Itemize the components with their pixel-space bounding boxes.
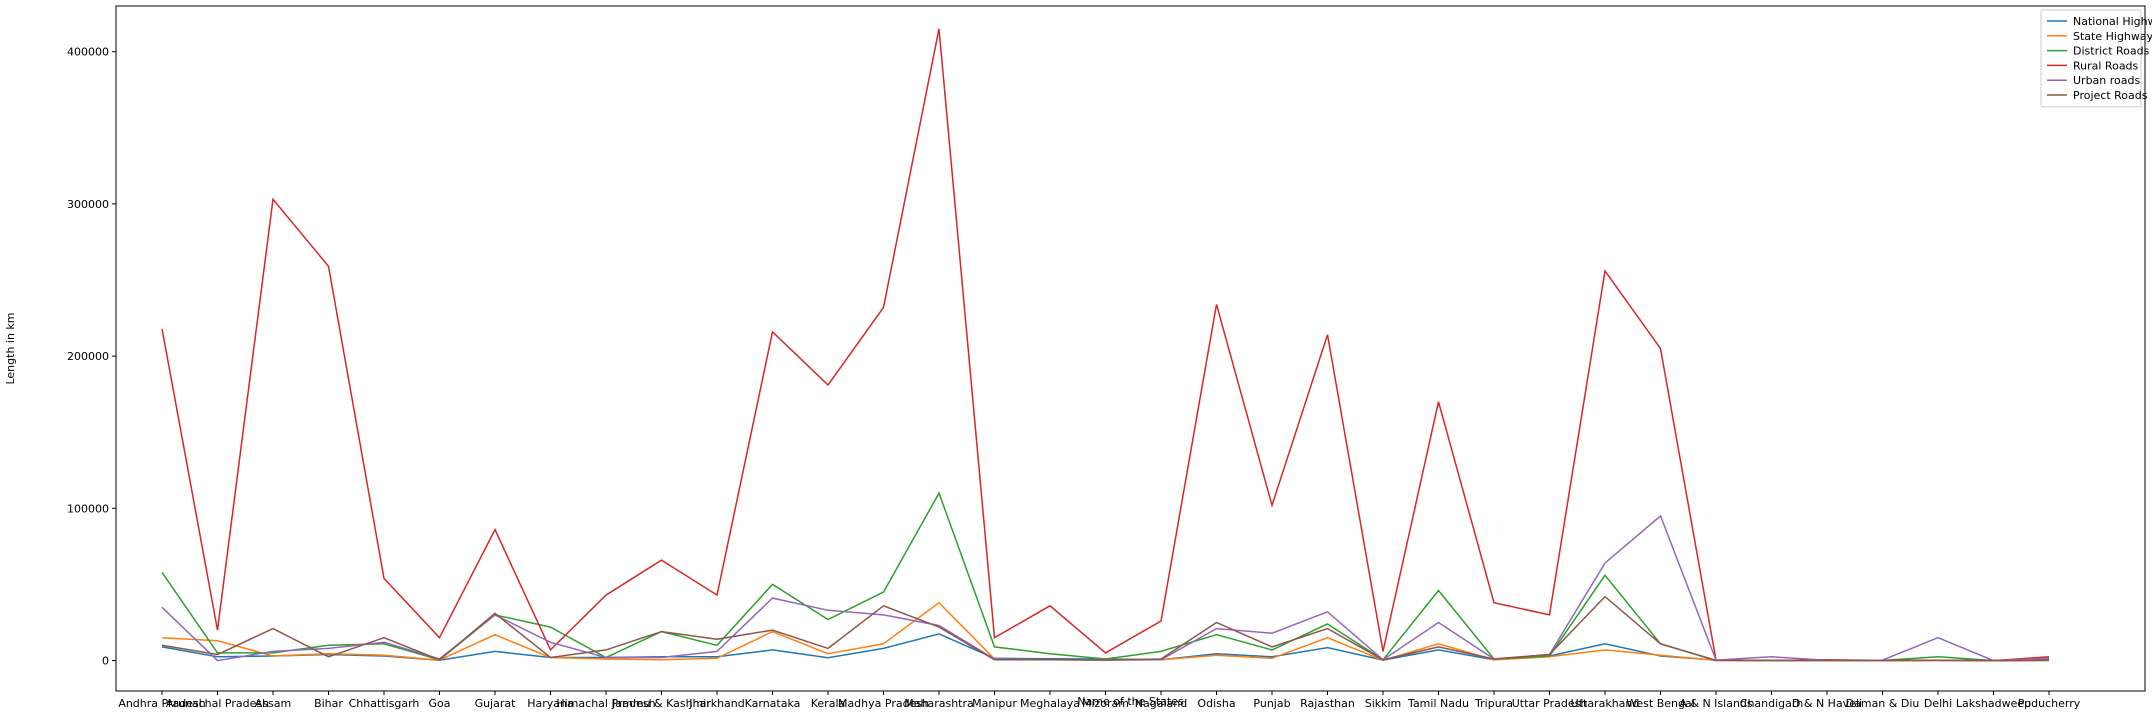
y-tick-label: 200000 bbox=[67, 350, 109, 363]
x-tick-label: Odisha bbox=[1197, 697, 1235, 710]
series-line-urban-roads bbox=[161, 514, 2050, 662]
x-tick-label: Andhra Pradesh bbox=[118, 697, 205, 710]
x-tick-label: Uttar Pradesh bbox=[1512, 697, 1588, 710]
legend-entry: National Highways bbox=[2073, 15, 2152, 28]
x-tick-label: Meghalaya bbox=[1020, 697, 1080, 710]
x-tick-label: Karnataka bbox=[745, 697, 801, 710]
y-tick-label: 300000 bbox=[67, 198, 109, 211]
series-layer bbox=[161, 28, 2050, 662]
x-tick-label: West Bengal bbox=[1626, 697, 1695, 710]
legend: National Highways State Highways District … bbox=[2040, 9, 2152, 108]
x-tick-label: Madhya Pradesh bbox=[838, 697, 929, 710]
y-axis-ticks: 0 100000 200000 300000 400000 bbox=[67, 46, 116, 668]
x-tick-label: Chhattisgarh bbox=[349, 697, 420, 710]
y-tick-label: 100000 bbox=[67, 502, 109, 515]
series-line-project-roads bbox=[161, 595, 2050, 662]
x-tick-label: Rajasthan bbox=[1300, 697, 1355, 710]
x-tick-label: Chandigarh bbox=[1740, 697, 1803, 710]
x-tick-label: Tripura bbox=[1474, 697, 1513, 710]
x-tick-label: Puducherry bbox=[2018, 697, 2081, 710]
x-tick-label: Nagaland bbox=[1135, 697, 1187, 710]
y-axis-label: Length in km bbox=[4, 312, 17, 384]
x-tick-label: Jammu & Kashmir bbox=[611, 697, 711, 710]
x-tick-label: Kerala bbox=[811, 697, 846, 710]
series-line-district-roads bbox=[161, 491, 2050, 662]
series-line-state-highways bbox=[161, 601, 2050, 662]
x-tick-label: Mizoram bbox=[1082, 697, 1129, 710]
x-tick-label: Maharashtra bbox=[904, 697, 974, 710]
legend-entry: Urban roads bbox=[2073, 74, 2140, 87]
legend-entry: Project Roads bbox=[2073, 89, 2148, 102]
x-tick-label: Bihar bbox=[314, 697, 343, 710]
x-tick-label: Delhi bbox=[1924, 697, 1952, 710]
legend-entry: District Roads bbox=[2073, 45, 2150, 58]
x-tick-label: Punjab bbox=[1253, 697, 1290, 710]
legend-entry: Rural Roads bbox=[2073, 59, 2139, 72]
x-tick-label: Daman & Diu bbox=[1846, 697, 1920, 710]
x-tick-label: Gujarat bbox=[475, 697, 517, 710]
x-tick-label: Sikkim bbox=[1365, 697, 1402, 710]
y-tick-label: 400000 bbox=[67, 46, 109, 59]
x-tick-label: Manipur bbox=[972, 697, 1017, 710]
x-tick-label: Assam bbox=[255, 697, 291, 710]
x-tick-label: Goa bbox=[429, 697, 451, 710]
x-tick-label: Uttarakhand bbox=[1571, 697, 1640, 710]
x-axis-label: Name of the States bbox=[1077, 695, 1184, 708]
x-tick-label: D & N Haveli bbox=[1792, 697, 1862, 710]
legend-box bbox=[2040, 9, 2142, 108]
legend-entry: State Highways bbox=[2073, 30, 2152, 43]
x-tick-label: Jharkhand bbox=[688, 697, 745, 710]
x-tick-label: A & N Islands bbox=[1679, 697, 1753, 710]
series-line-rural-roads bbox=[161, 28, 2050, 662]
x-tick-label: Himachal Pradesh bbox=[556, 697, 655, 710]
x-tick-label: Haryana bbox=[527, 697, 574, 710]
x-tick-label: Lakshadweep bbox=[1956, 697, 2031, 710]
x-tick-label: Arunachal Pradesh bbox=[166, 697, 269, 710]
y-tick-label: 0 bbox=[102, 655, 109, 668]
plot-area bbox=[115, 5, 2146, 692]
x-tick-label: Tamil Nadu bbox=[1407, 697, 1469, 710]
